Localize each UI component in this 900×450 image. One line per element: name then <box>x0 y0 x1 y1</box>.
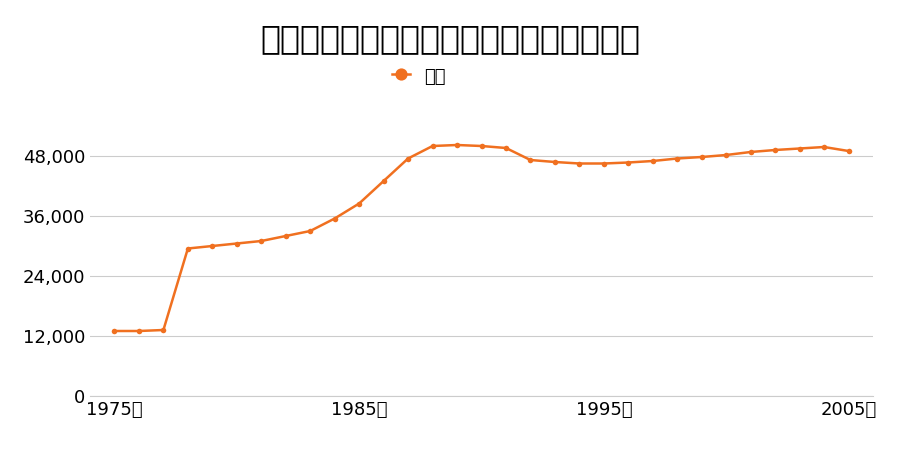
価格 <box>721 152 732 158</box>
価格 <box>402 156 413 161</box>
価格 <box>819 144 830 150</box>
価格 <box>158 327 169 333</box>
価格 <box>109 328 120 334</box>
価格 <box>843 148 854 154</box>
価格 <box>647 158 658 164</box>
価格 <box>500 145 511 151</box>
価格 <box>598 161 609 166</box>
価格 <box>305 228 316 234</box>
価格 <box>452 142 463 148</box>
価格 <box>183 246 194 251</box>
価格 <box>378 178 389 184</box>
価格 <box>623 160 634 165</box>
価格 <box>574 161 585 166</box>
価格 <box>207 243 218 249</box>
価格 <box>770 147 780 153</box>
価格 <box>329 216 340 221</box>
Legend: 価格: 価格 <box>384 59 453 93</box>
価格 <box>428 143 438 148</box>
価格 <box>745 149 756 155</box>
価格 <box>671 156 682 161</box>
Text: 鹿児島県串木野市昭和通８６番の地価推移: 鹿児島県串木野市昭和通８６番の地価推移 <box>260 22 640 55</box>
価格 <box>281 233 292 238</box>
価格 <box>354 201 364 206</box>
価格 <box>525 158 535 163</box>
価格 <box>256 238 266 244</box>
価格 <box>133 328 144 334</box>
価格 <box>476 143 487 148</box>
価格 <box>231 241 242 246</box>
価格 <box>794 146 805 151</box>
Line: 価格: 価格 <box>112 142 851 334</box>
価格 <box>697 154 707 160</box>
価格 <box>550 159 561 165</box>
